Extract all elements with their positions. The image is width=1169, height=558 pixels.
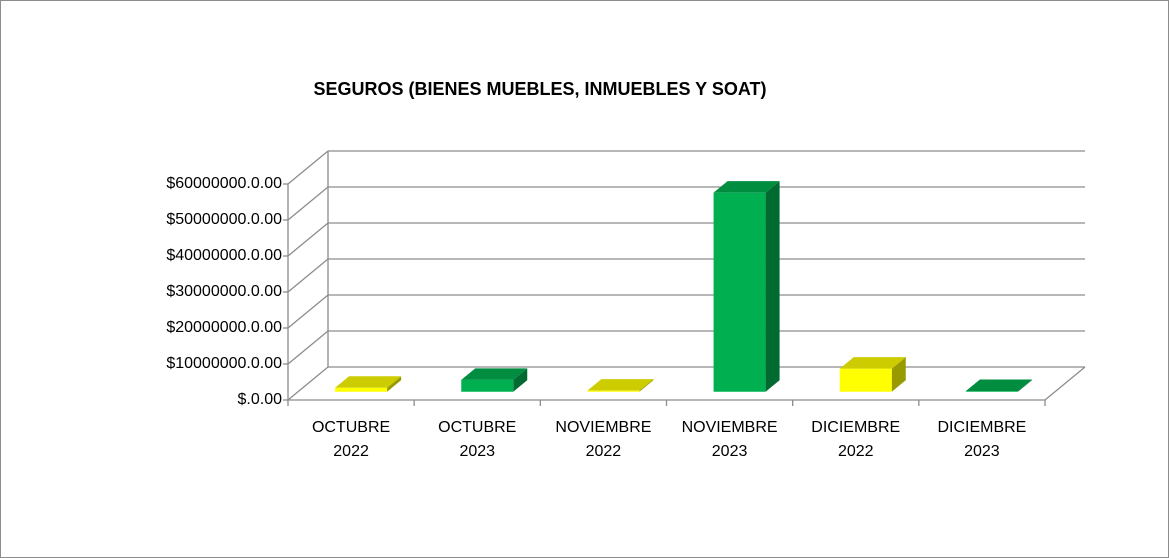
chart-title: SEGUROS (BIENES MUEBLES, INMUEBLES Y SOA… (313, 79, 766, 99)
grid-line (287, 222, 329, 257)
bar-top (335, 376, 402, 388)
x-tick-label: DICIEMBRE 2022 (811, 419, 900, 460)
x-tick-label-line: OCTUBRE (438, 419, 516, 436)
bar-side (891, 357, 906, 392)
x-tick-label-line: 2023 (459, 443, 495, 460)
grid-line (287, 294, 329, 329)
y-tick-label: $10000000.0.00 (166, 355, 282, 372)
x-tick-label-line: 2022 (333, 443, 369, 460)
bar-front (587, 390, 640, 392)
bar (713, 181, 780, 392)
bar-front (461, 379, 514, 392)
bar (965, 379, 1032, 392)
x-tick-label-line: 2023 (712, 443, 748, 460)
bar-top (965, 379, 1032, 392)
x-tick-label-line: DICIEMBRE (937, 419, 1026, 436)
x-tick-label-line: DICIEMBRE (811, 419, 900, 436)
bar-top (461, 368, 528, 380)
bar-side (513, 368, 528, 392)
bar-side (765, 181, 780, 392)
x-tick-label: NOVIEMBRE 2023 (682, 419, 778, 460)
x-tick-label-line: OCTUBRE (312, 419, 390, 436)
x-tick-label: OCTUBRE 2023 (438, 419, 516, 460)
bar-front (839, 368, 892, 392)
bar-front (965, 391, 1018, 392)
x-tick-label-line: NOVIEMBRE (682, 419, 778, 436)
grid-line (287, 330, 329, 365)
bar-top (713, 181, 780, 193)
grid-line (287, 258, 329, 293)
y-tick-label: $60000000.0.00 (166, 175, 282, 192)
x-tick-label: NOVIEMBRE 2022 (555, 419, 651, 460)
grid-line (287, 366, 329, 401)
bar-top (587, 379, 654, 391)
bar (839, 357, 906, 392)
bar-front (335, 387, 388, 392)
grid-line (287, 186, 329, 221)
bar (587, 379, 654, 392)
bar (335, 376, 402, 392)
floor-edge (1044, 366, 1086, 401)
y-tick-label: $40000000.0.00 (166, 247, 282, 264)
x-tick-label: OCTUBRE 2022 (312, 419, 390, 460)
bar-side (639, 379, 654, 392)
y-tick-label: $.0.00 (238, 391, 283, 408)
bar-side (387, 376, 402, 392)
bar-side (1017, 379, 1032, 392)
bar-top (839, 357, 906, 369)
x-tick-label-line: 2022 (838, 443, 874, 460)
x-tick-label: DICIEMBRE 2023 (937, 419, 1026, 460)
bar (461, 368, 528, 392)
x-tick-label-line: 2022 (586, 443, 622, 460)
x-tick-label-line: 2023 (964, 443, 1000, 460)
y-tick-label: $30000000.0.00 (166, 283, 282, 300)
y-tick-label: $50000000.0.00 (166, 211, 282, 228)
grid-line (287, 150, 329, 185)
x-tick-label-line: NOVIEMBRE (555, 419, 651, 436)
bar-front (713, 192, 766, 392)
y-tick-label: $20000000.0.00 (166, 319, 282, 336)
